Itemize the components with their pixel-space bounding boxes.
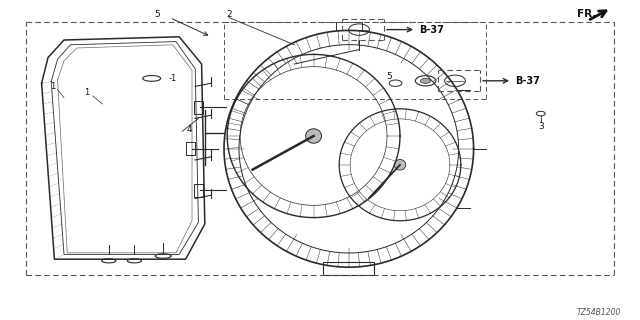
Ellipse shape — [394, 160, 406, 170]
Text: 1: 1 — [84, 88, 89, 97]
Text: -1: -1 — [168, 74, 177, 83]
Text: 2: 2 — [227, 10, 232, 19]
Circle shape — [420, 78, 431, 84]
Text: B-37: B-37 — [515, 76, 540, 86]
Text: 1: 1 — [50, 82, 55, 91]
Text: 5: 5 — [387, 72, 392, 81]
Bar — [186, 142, 195, 155]
Bar — [323, 262, 374, 275]
Text: 4: 4 — [187, 125, 193, 134]
Text: TZ54B1200: TZ54B1200 — [577, 308, 621, 317]
Bar — [336, 22, 362, 30]
Text: B-37: B-37 — [419, 25, 444, 35]
Text: 5: 5 — [154, 10, 159, 19]
Text: FR.: FR. — [577, 9, 596, 20]
Text: 3: 3 — [538, 122, 543, 131]
Bar — [193, 184, 203, 197]
Ellipse shape — [306, 129, 322, 143]
Bar — [193, 101, 203, 114]
